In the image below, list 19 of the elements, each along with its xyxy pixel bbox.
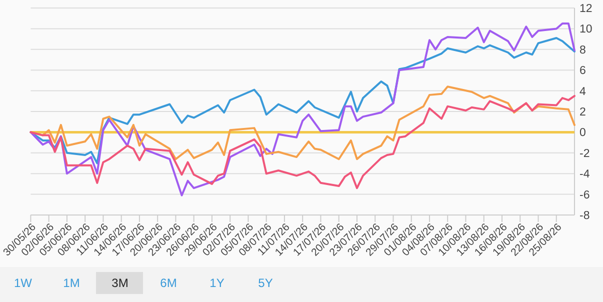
y-tick-label: 2 bbox=[580, 106, 586, 119]
text: 1W bbox=[14, 276, 33, 290]
text: 1Y bbox=[210, 276, 224, 290]
line-series bbox=[30, 94, 576, 190]
y-tick-label: 0 bbox=[580, 127, 586, 140]
text: 3M bbox=[112, 276, 128, 290]
y-tick-label: 8 bbox=[580, 44, 586, 56]
y-tick-label: 4 bbox=[580, 86, 586, 98]
y-tick-label: -6 bbox=[580, 189, 590, 202]
y-tick-label: -2 bbox=[580, 148, 590, 160]
y-tick-label: -8 bbox=[580, 210, 590, 222]
y-tick-label: 6 bbox=[580, 65, 586, 78]
y-tick-label: -4 bbox=[580, 168, 590, 181]
text: 1M bbox=[63, 276, 80, 290]
line-series bbox=[30, 22, 576, 196]
text: 5Y bbox=[258, 276, 273, 290]
text: 6M bbox=[160, 276, 177, 290]
y-tick-label: 12 bbox=[580, 3, 592, 16]
y-tick-label: 10 bbox=[580, 24, 592, 36]
